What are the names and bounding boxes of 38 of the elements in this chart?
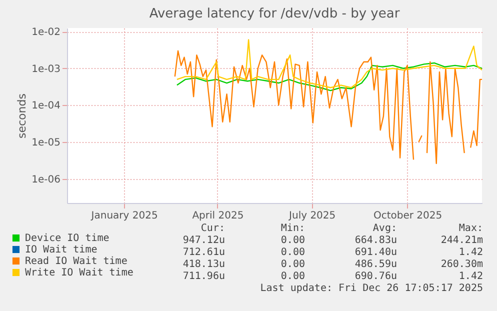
x-tick-label: July 2025 <box>288 210 336 222</box>
line-series <box>176 62 482 92</box>
y-axis-title: seconds <box>16 93 29 138</box>
y-tick-label: 1e-06 <box>32 174 60 186</box>
text: Max: <box>458 223 483 234</box>
y-tick-label: 1e-02 <box>32 27 60 38</box>
text: 0.00 <box>280 259 305 270</box>
y-tick-label: 1e-05 <box>32 137 60 148</box>
text: 486.59u <box>354 259 397 270</box>
text: 711.96u <box>182 271 225 282</box>
text: 0.00 <box>280 271 305 282</box>
text: 0.00 <box>280 247 305 258</box>
text: 691.40u <box>354 247 397 258</box>
y-tick-label: 1e-03 <box>32 64 60 75</box>
text: 947.12u <box>182 235 225 246</box>
x-tick-label: October 2025 <box>373 210 442 222</box>
legend-label: Read IO Wait time <box>25 256 128 267</box>
legend-label: IO Wait time <box>25 244 98 256</box>
text: Avg: <box>372 223 397 234</box>
text: 418.13u <box>182 259 225 270</box>
text: 0.00 <box>280 235 305 246</box>
text: 1.42 <box>458 271 483 282</box>
y-tick-label: 1e-04 <box>32 100 60 112</box>
text: 244.21m <box>440 235 483 246</box>
text: Min: <box>280 223 305 234</box>
text: 690.76u <box>354 271 397 282</box>
x-tick-label: January 2025 <box>90 210 158 222</box>
text: 260.30m <box>440 259 483 270</box>
x-tick-label: April 2025 <box>192 210 244 222</box>
text: Cur: <box>200 223 225 234</box>
legend-label: Write IO Wait time <box>25 268 134 278</box>
text: Last update: Fri Dec 26 17:05:17 2025 <box>260 283 483 294</box>
text: 712.61u <box>182 247 225 258</box>
line-series <box>176 39 482 88</box>
text: 664.83u <box>354 235 397 246</box>
text: 1.42 <box>458 247 483 258</box>
legend-label: Device IO time <box>25 233 110 244</box>
chart-title: Average latency for /dev/vdb - by year <box>149 6 400 22</box>
